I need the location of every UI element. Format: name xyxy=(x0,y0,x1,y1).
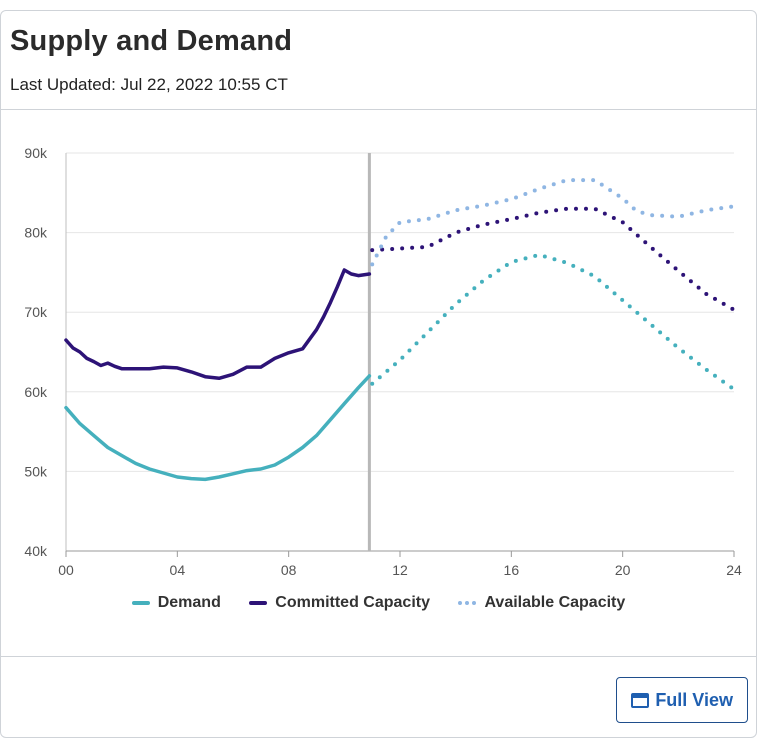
series-committed-capacity-solid[interactable] xyxy=(64,268,372,381)
available-swatch xyxy=(458,601,477,605)
card-header: Supply and Demand Last Updated: Jul 22, … xyxy=(1,11,756,110)
window-icon xyxy=(631,692,650,708)
legend-item-demand[interactable]: Demand xyxy=(131,594,221,612)
series-demand-dotted[interactable] xyxy=(370,252,736,392)
y-tick-label: 80k xyxy=(24,225,48,241)
legend-label-committed: Committed Capacity xyxy=(275,594,430,611)
series-demand-solid[interactable] xyxy=(64,374,372,482)
x-tick-label: 08 xyxy=(281,562,297,578)
x-tick-label: 12 xyxy=(392,562,408,578)
x-tick-label: 16 xyxy=(504,562,520,578)
series-committed-capacity-dotted[interactable] xyxy=(370,206,736,312)
legend-label-available: Available Capacity xyxy=(484,594,626,611)
full-view-label: Full View xyxy=(655,689,733,710)
full-view-button[interactable]: Full View xyxy=(616,677,748,723)
legend-item-committed[interactable]: Committed Capacity xyxy=(249,594,430,612)
demand-swatch xyxy=(131,601,150,605)
legend-label-demand: Demand xyxy=(157,594,221,611)
y-tick-label: 50k xyxy=(24,463,48,479)
y-tick-label: 60k xyxy=(24,384,48,400)
last-updated-text: Last Updated: Jul 22, 2022 10:55 CT xyxy=(10,75,288,94)
card-footer: Full View xyxy=(1,657,756,737)
x-tick-label: 00 xyxy=(58,562,74,578)
x-tick-label: 04 xyxy=(170,562,186,578)
supply-demand-chart: 40k 50k 60k 70k 80k 90k 00 04 08 12 16 20 24 xyxy=(24,145,742,578)
x-tick-label: 20 xyxy=(615,562,631,578)
legend-item-available[interactable]: Available Capacity xyxy=(458,594,625,612)
x-tick-label: 24 xyxy=(726,562,742,578)
y-tick-label: 90k xyxy=(24,145,48,161)
chart-area: 40k 50k 60k 70k 80k 90k 00 04 08 12 16 20 24 Demand … xyxy=(1,110,756,657)
supply-demand-card: Supply and Demand Last Updated: Jul 22, … xyxy=(0,10,757,738)
y-tick-label: 70k xyxy=(24,304,48,320)
chart-legend: Demand Committed Capacity Available Capa… xyxy=(1,592,756,612)
series-available-capacity-dotted[interactable] xyxy=(370,178,736,267)
committed-swatch xyxy=(249,601,268,605)
y-tick-label: 40k xyxy=(24,543,48,559)
card-title: Supply and Demand xyxy=(10,25,293,57)
